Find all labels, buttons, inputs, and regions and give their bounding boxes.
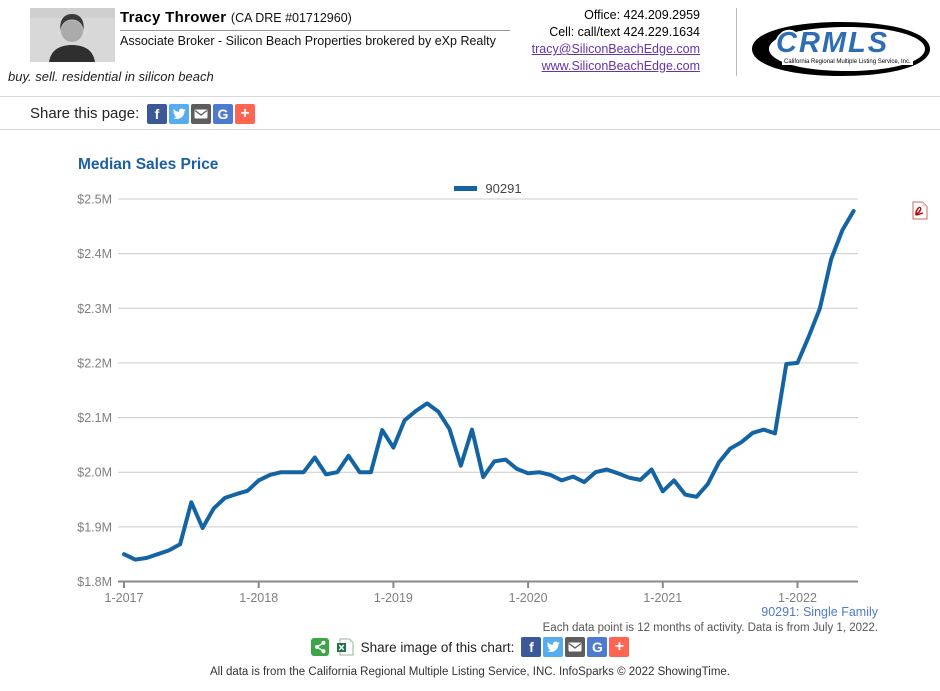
series-note-link[interactable]: 90291: Single Family xyxy=(761,605,878,619)
agent-tagline: buy. sell. residential in silicon beach xyxy=(8,69,214,84)
agent-name-block: Tracy Thrower (CA DRE #01712960) Associa… xyxy=(120,9,510,48)
y-tick-label: $1.9M xyxy=(77,520,112,534)
chart-footnote: Each data point is 12 months of activity… xyxy=(542,622,878,634)
y-tick-label: $2.4M xyxy=(77,247,112,261)
agent-photo-image xyxy=(30,8,115,62)
legend-swatch-icon xyxy=(454,186,478,191)
footer-share-row: Share image of this chart: f G + xyxy=(0,637,940,657)
share-icon[interactable] xyxy=(310,638,329,656)
agent-license: (CA DRE #01712960) xyxy=(230,11,352,25)
legend-label: 90291 xyxy=(485,181,522,196)
series-line-90291 xyxy=(122,209,856,562)
legend-item-90291[interactable]: 90291 xyxy=(454,181,522,196)
plus-icon[interactable]: + xyxy=(609,637,630,657)
share-bar-label: Share this page: xyxy=(30,105,140,122)
excel-file-icon xyxy=(336,638,354,656)
x-tick-label: 1-2018 xyxy=(239,591,278,605)
share-nodes-icon xyxy=(310,638,329,656)
twitter-bird-icon xyxy=(547,641,561,653)
contact-block: Office: 424.209.2959 Cell: call/text 424… xyxy=(400,7,700,75)
x-tick-label: 1-2020 xyxy=(509,591,548,605)
office-phone: Office: 424.209.2959 xyxy=(584,8,700,22)
envelope-icon xyxy=(568,642,582,652)
crmls-logo: CRMLS California Regional Multiple Listi… xyxy=(746,20,936,78)
chart-legend: 90291 xyxy=(118,178,858,196)
cell-phone: Cell: call/text 424.229.1634 xyxy=(549,25,700,39)
pdf-icon[interactable] xyxy=(912,201,928,220)
agent-name: Tracy Thrower xyxy=(120,9,227,26)
pdf-file-icon xyxy=(912,201,928,220)
attribution-text: All data is from the California Regional… xyxy=(209,666,731,678)
y-tick-label: $2.2M xyxy=(77,356,112,370)
facebook-icon[interactable]: f xyxy=(521,637,542,657)
email-icon[interactable] xyxy=(191,104,211,124)
twitter-bird-icon xyxy=(172,108,186,120)
x-tick-label: 1-2017 xyxy=(105,591,144,605)
header-divider xyxy=(736,8,737,76)
email-icon[interactable] xyxy=(565,637,586,657)
y-tick-label: $2.5M xyxy=(77,193,112,207)
median-sales-price-plot: $2.5M $2.4M $2.3M $2.2M $2.1M $2.0M $1.9M $1.8M… xyxy=(77,193,858,605)
x-tick-label: 1-2019 xyxy=(374,591,413,605)
crmls-logo-text: CRMLS xyxy=(776,27,890,59)
crmls-logo-caption: California Regional Multiple Listing Ser… xyxy=(782,59,913,65)
email-link[interactable]: tracy@SiliconBeachEdge.com xyxy=(531,42,700,56)
footer-share-label: Share image of this chart: xyxy=(360,639,515,655)
y-tick-label: $2.0M xyxy=(77,466,112,480)
share-bar: Share this page: f G + xyxy=(0,96,940,220)
share-bar-icons: f G + xyxy=(147,104,255,124)
agent-name-line: Tracy Thrower (CA DRE #01712960) xyxy=(120,9,510,31)
y-tick-label: $2.1M xyxy=(77,411,112,425)
envelope-icon xyxy=(194,109,208,119)
facebook-icon[interactable]: f xyxy=(147,104,167,124)
x-tick-label: 1-2021 xyxy=(643,591,682,605)
excel-icon[interactable] xyxy=(336,638,354,656)
twitter-icon[interactable] xyxy=(169,104,189,124)
footer-share-icons: f G + xyxy=(521,637,630,657)
y-tick-label: $1.8M xyxy=(77,575,112,589)
twitter-icon[interactable] xyxy=(543,637,564,657)
agent-title: Associate Broker - Silicon Beach Propert… xyxy=(120,34,496,48)
website-link[interactable]: www.SiliconBeachEdge.com xyxy=(541,59,700,73)
x-tick-label: 1-2022 xyxy=(778,591,817,605)
chart-title: Median Sales Price xyxy=(78,156,219,173)
agent-photo xyxy=(30,8,115,62)
google-icon[interactable]: G xyxy=(587,637,608,657)
plus-icon[interactable]: + xyxy=(235,104,255,124)
google-icon[interactable]: G xyxy=(213,104,233,124)
y-tick-label: $2.3M xyxy=(77,302,112,316)
